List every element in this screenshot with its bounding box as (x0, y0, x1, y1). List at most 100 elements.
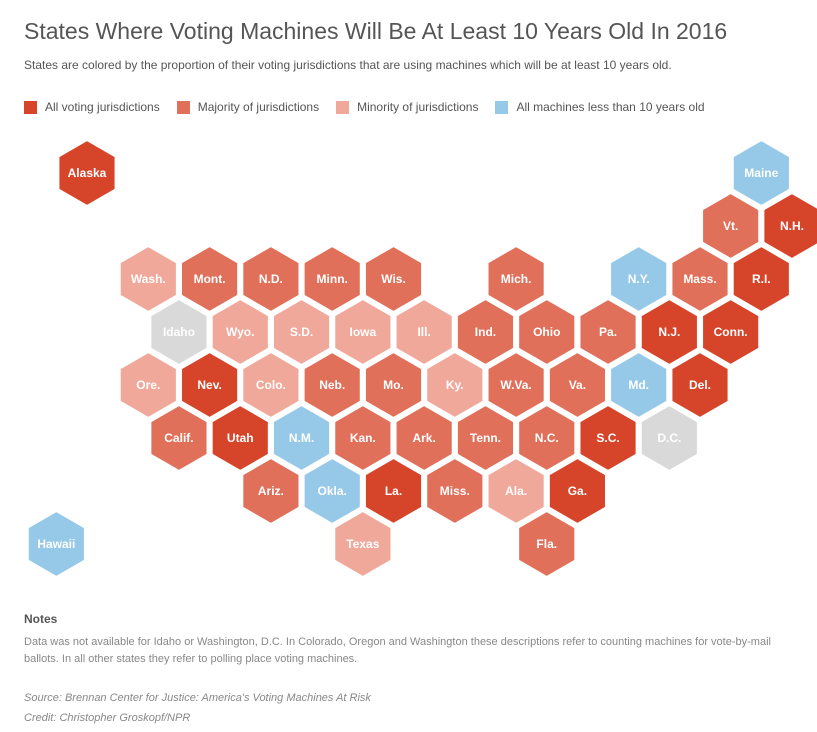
state-tile (271, 297, 332, 367)
state-hex-w-va: W.Va. (486, 350, 546, 420)
state-hex-kan: Kan. (333, 403, 393, 473)
state-hex-idaho: Idaho (149, 297, 209, 367)
state-tile (455, 403, 516, 473)
state-hex-ill: Ill. (394, 297, 454, 367)
state-hex-colo: Colo. (241, 350, 301, 420)
state-hex-mich: Mich. (486, 244, 546, 314)
state-tile (670, 244, 730, 314)
state-tile (302, 456, 362, 526)
state-hex-ky: Ky. (425, 350, 485, 420)
state-tile (547, 456, 607, 526)
state-tile (425, 456, 485, 526)
state-tile (149, 403, 209, 473)
state-hex-texas: Texas (333, 509, 393, 579)
state-tile (333, 509, 393, 579)
state-tile (394, 403, 454, 473)
state-tile (302, 244, 362, 314)
state-hex-conn: Conn. (701, 297, 761, 367)
state-tile (241, 350, 301, 420)
state-hex-miss: Miss. (425, 456, 485, 526)
chart-title: States Where Voting Machines Will Be At … (24, 18, 728, 44)
state-tile (486, 244, 546, 314)
state-tile (731, 138, 791, 208)
legend-label-minority: Minority of jurisdictions (357, 100, 479, 114)
state-hex-pa: Pa. (578, 297, 638, 367)
state-tile (26, 509, 86, 579)
state-hex-mass: Mass. (670, 244, 730, 314)
legend-item-majority: Majority of jurisdictions (176, 100, 320, 114)
notes-text: Data was not available for Idaho or Wash… (24, 636, 771, 665)
state-tile (333, 297, 393, 367)
state-tile (517, 403, 577, 473)
state-tile (486, 456, 546, 526)
state-hex-ariz: Ariz. (241, 456, 301, 526)
state-tile (547, 350, 607, 420)
state-hex-r-i: R.I. (731, 244, 791, 314)
state-hex-mo: Mo. (363, 350, 424, 420)
state-hex-s-d: S.D. (271, 297, 332, 367)
state-tile (394, 297, 454, 367)
state-hex-n-c: N.C. (517, 403, 577, 473)
state-hex-mont: Mont. (180, 244, 240, 314)
state-tile (731, 244, 791, 314)
state-tile (180, 244, 240, 314)
legend: All voting jurisdictions Majority of jur… (24, 99, 722, 115)
state-tile (578, 403, 638, 473)
state-tile (578, 297, 638, 367)
state-hex-tenn: Tenn. (455, 403, 516, 473)
state-hex-maine: Maine (731, 138, 791, 208)
state-tile (517, 297, 577, 367)
state-tile (118, 244, 178, 314)
state-hex-ala: Ala. (486, 456, 546, 526)
state-hex-ore: Ore. (118, 350, 178, 420)
state-hex-alaska: Alaska (57, 138, 117, 208)
legend-swatch-none (495, 100, 509, 114)
state-tile (241, 456, 301, 526)
legend-swatch-majority (176, 100, 190, 114)
notes-heading: Notes (24, 612, 58, 626)
state-hex-n-j: N.J. (639, 297, 699, 367)
state-hex-n-m: N.M. (271, 403, 332, 473)
state-tile (149, 297, 209, 367)
state-tile (701, 191, 761, 261)
state-tile (180, 350, 240, 420)
state-tile (363, 244, 424, 314)
state-hex-ohio: Ohio (517, 297, 577, 367)
state-tile (425, 350, 485, 420)
state-tile (118, 350, 178, 420)
state-tile (609, 244, 669, 314)
state-hex-wis: Wis. (363, 244, 424, 314)
state-hex-iowa: Iowa (333, 297, 393, 367)
legend-swatch-all (24, 100, 37, 114)
state-hex-md: Md. (609, 350, 669, 420)
state-hex-okla: Okla. (302, 456, 362, 526)
legend-label-all: All voting jurisdictions (45, 100, 160, 114)
state-tile (333, 403, 393, 473)
state-tile (762, 191, 817, 261)
state-hex-n-d: N.D. (241, 244, 301, 314)
state-tile (241, 244, 301, 314)
state-hex-va: Va. (547, 350, 607, 420)
state-tile (609, 350, 669, 420)
legend-item-none: All machines less than 10 years old (495, 100, 705, 114)
state-hex-ark: Ark. (394, 403, 454, 473)
state-tile (455, 297, 516, 367)
state-hex-wyo: Wyo. (210, 297, 270, 367)
state-tile (486, 350, 546, 420)
state-hex-ga: Ga. (547, 456, 607, 526)
state-tile (517, 509, 577, 579)
legend-label-none: All machines less than 10 years old (516, 100, 705, 114)
state-hex-minn: Minn. (302, 244, 362, 314)
state-hex-hawaii: Hawaii (26, 509, 86, 579)
state-hex-wash: Wash. (118, 244, 178, 314)
state-tile (670, 350, 730, 420)
state-hex-ind: Ind. (455, 297, 516, 367)
state-hex-vt: Vt. (701, 191, 761, 261)
state-hex-n-h: N.H. (762, 191, 817, 261)
state-tile (639, 297, 699, 367)
legend-label-majority: Majority of jurisdictions (197, 100, 320, 114)
state-hex-d-c: D.C. (639, 403, 699, 473)
state-hex-nev: Nev. (180, 350, 240, 420)
legend-item-minority: Minority of jurisdictions (336, 100, 478, 114)
legend-item-all: All voting jurisdictions (24, 100, 160, 114)
